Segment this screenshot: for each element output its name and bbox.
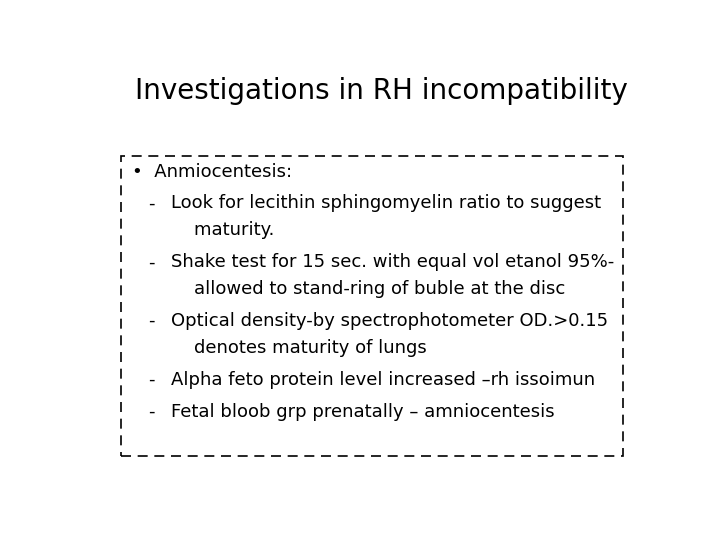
Text: -: - <box>148 312 155 330</box>
Text: -: - <box>148 253 155 271</box>
Text: •  Anmiocentesis:: • Anmiocentesis: <box>132 163 292 180</box>
Text: allowed to stand-ring of buble at the disc: allowed to stand-ring of buble at the di… <box>171 280 565 298</box>
Text: -: - <box>148 403 155 421</box>
Text: Fetal bloob grp prenatally – amniocentesis: Fetal bloob grp prenatally – amniocentes… <box>171 403 554 421</box>
Text: Look for lecithin sphingomyelin ratio to suggest: Look for lecithin sphingomyelin ratio to… <box>171 194 601 212</box>
Text: Optical density-by spectrophotometer OD.>0.15: Optical density-by spectrophotometer OD.… <box>171 312 608 330</box>
Text: Shake test for 15 sec. with equal vol etanol 95%-: Shake test for 15 sec. with equal vol et… <box>171 253 614 271</box>
Text: Alpha feto protein level increased –rh issoimun: Alpha feto protein level increased –rh i… <box>171 371 595 389</box>
Text: -: - <box>148 194 155 212</box>
Text: denotes maturity of lungs: denotes maturity of lungs <box>171 339 427 357</box>
Text: -: - <box>148 371 155 389</box>
Text: Investigations in RH incompatibility: Investigations in RH incompatibility <box>135 77 627 105</box>
Text: maturity.: maturity. <box>171 221 274 239</box>
